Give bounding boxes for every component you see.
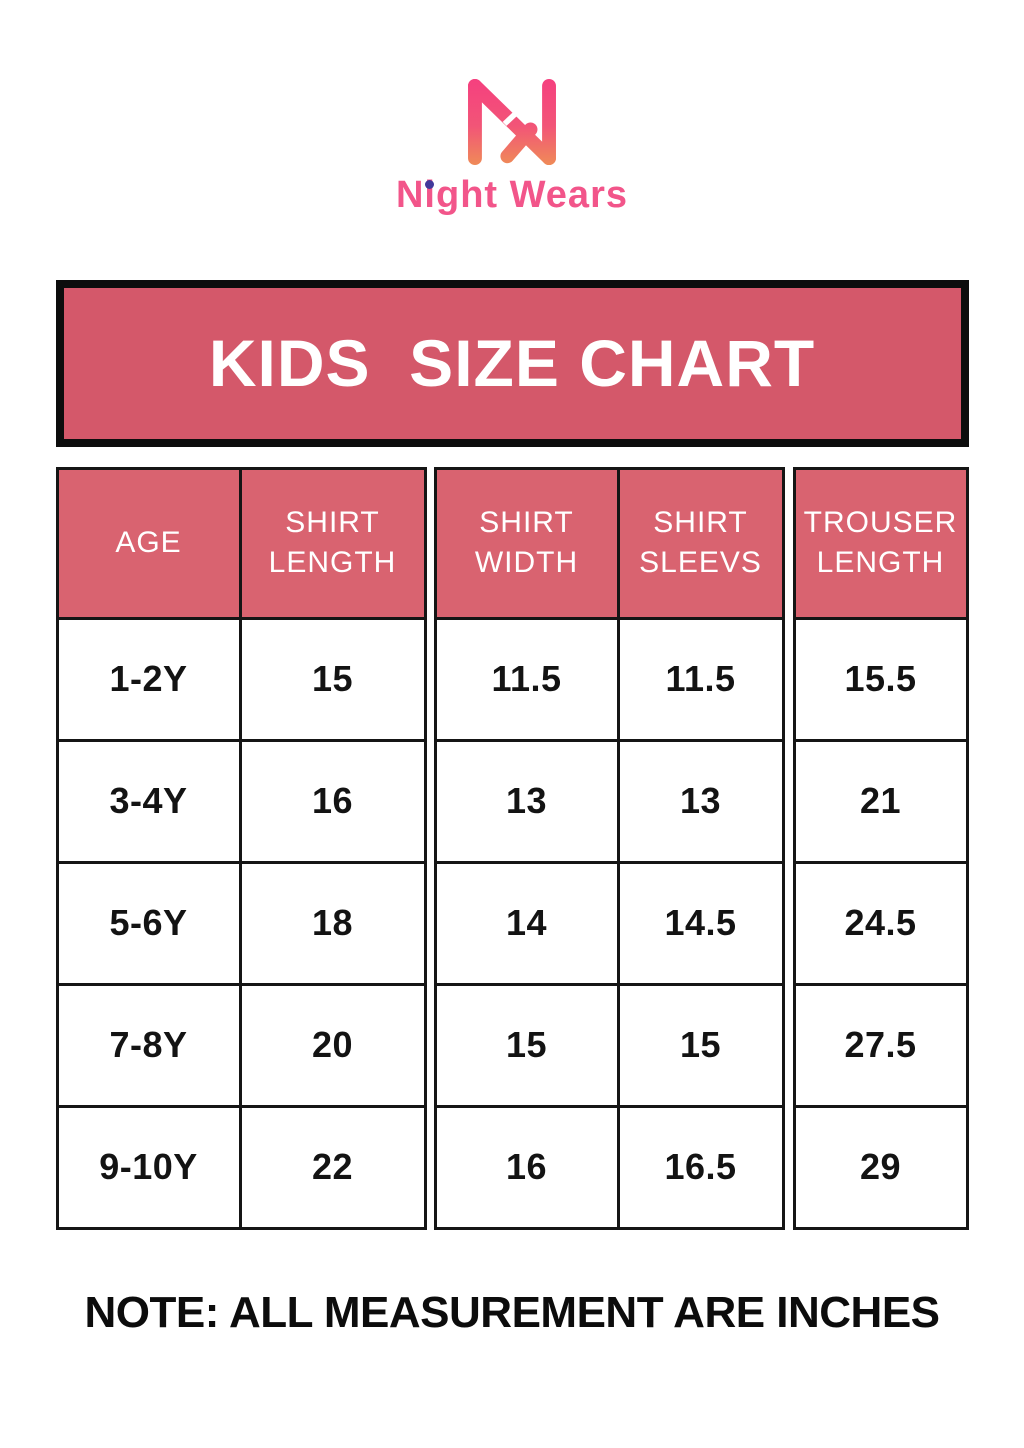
brand-name-text: Night Wears xyxy=(395,174,628,216)
shirt-width-cell: 13 xyxy=(436,738,617,861)
column-shirt-sleeves: SHIRT SLEEVS 11.5 13 14.5 15 16.5 xyxy=(616,466,785,1230)
trouser-length-cell: 21 xyxy=(795,738,966,861)
size-chart-banner: KIDS SIZE CHART xyxy=(55,279,969,447)
age-cell: 7-8Y xyxy=(58,982,239,1105)
shirt-sleeves-cell: 16.5 xyxy=(619,1104,782,1227)
measurement-note: NOTE: ALL MEASUREMENT ARE INCHES xyxy=(84,1287,940,1337)
trouser-length-cell: 24.5 xyxy=(795,860,966,983)
shirt-sleeves-cell: 11.5 xyxy=(619,616,782,739)
shirt-length-cell: 16 xyxy=(241,738,424,861)
column-header-shirt-width: SHIRT WIDTH xyxy=(436,469,617,617)
shirt-width-cell: 14 xyxy=(436,860,617,983)
shirt-width-cell: 16 xyxy=(436,1104,617,1227)
nw-monogram-logo-icon xyxy=(453,72,571,172)
column-shirt-width: SHIRT WIDTH 11.5 13 14 15 16 xyxy=(433,466,620,1230)
age-cell: 1-2Y xyxy=(58,616,239,739)
shirt-sleeves-cell: 13 xyxy=(619,738,782,861)
age-cell: 3-4Y xyxy=(58,738,239,861)
shirt-length-cell: 18 xyxy=(241,860,424,983)
age-cell: 5-6Y xyxy=(58,860,239,983)
column-trouser-length: TROUSER LENGTH 15.5 21 24.5 27.5 29 xyxy=(792,466,969,1230)
column-header-age: AGE xyxy=(58,469,239,617)
shirt-sleeves-cell: 15 xyxy=(619,982,782,1105)
brand-header: Night Wears xyxy=(0,0,1024,218)
column-header-shirt-length: SHIRT LENGTH xyxy=(241,469,424,617)
trouser-length-cell: 29 xyxy=(795,1104,966,1227)
i-dot-accent xyxy=(424,180,434,189)
banner-title: KIDS SIZE CHART xyxy=(208,326,816,401)
brand-name: Night Wears xyxy=(396,174,628,218)
shirt-width-cell: 15 xyxy=(436,982,617,1105)
trouser-length-cell: 15.5 xyxy=(795,616,966,739)
shirt-width-cell: 11.5 xyxy=(436,616,617,739)
trouser-length-cell: 27.5 xyxy=(795,982,966,1105)
shirt-length-cell: 15 xyxy=(241,616,424,739)
shirt-length-cell: 20 xyxy=(241,982,424,1105)
size-table: AGE 1-2Y 3-4Y 5-6Y 7-8Y 9-10Y SHIRT LENG… xyxy=(55,466,969,1230)
column-shirt-length: SHIRT LENGTH 15 16 18 20 22 xyxy=(238,466,427,1230)
column-header-trouser-length: TROUSER LENGTH xyxy=(795,469,966,617)
column-age: AGE 1-2Y 3-4Y 5-6Y 7-8Y 9-10Y xyxy=(55,466,242,1230)
column-header-shirt-sleeves: SHIRT SLEEVS xyxy=(619,469,782,617)
shirt-sleeves-cell: 14.5 xyxy=(619,860,782,983)
age-cell: 9-10Y xyxy=(58,1104,239,1227)
shirt-length-cell: 22 xyxy=(241,1104,424,1227)
